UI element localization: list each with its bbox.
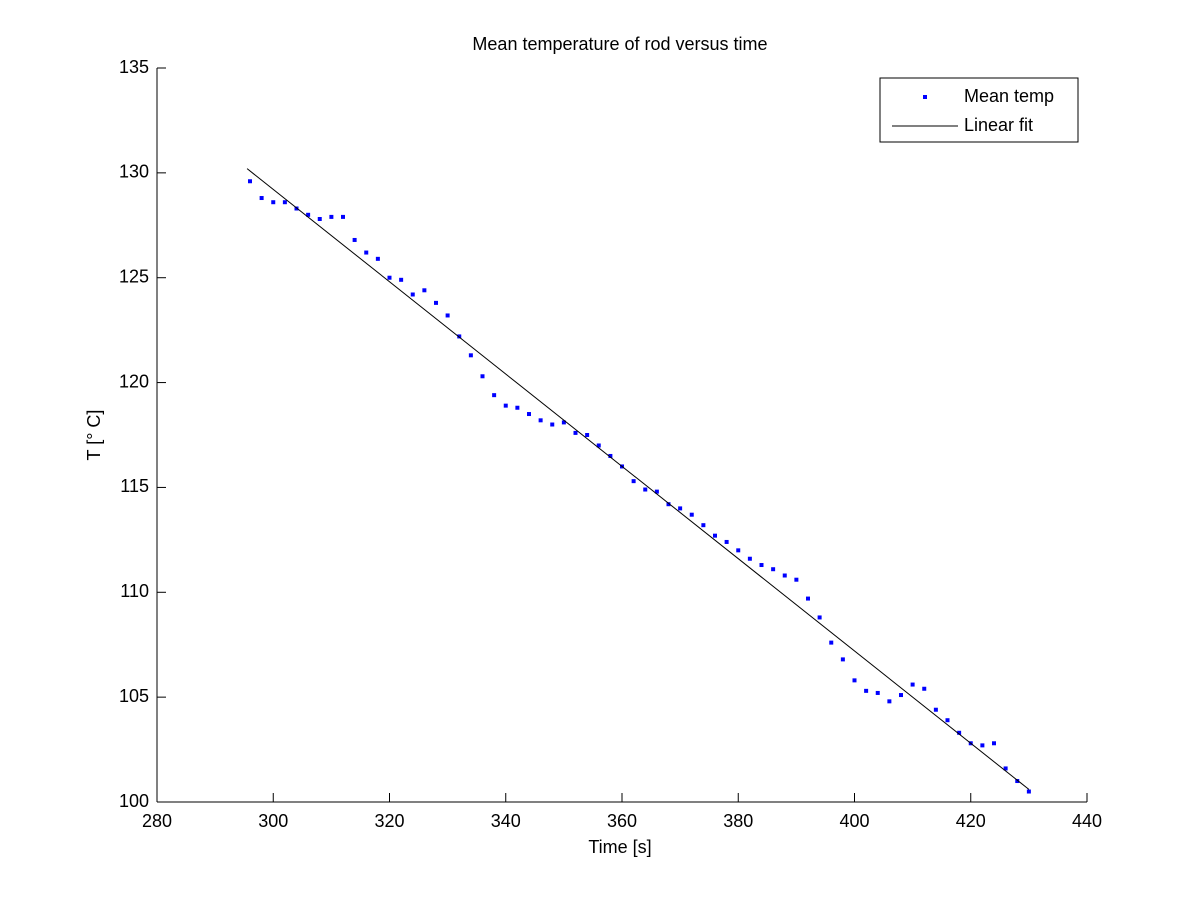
x-tick-label: 340 [491,811,521,831]
data-point [736,548,741,553]
legend-label: Mean temp [964,86,1054,106]
fit-line [246,168,1030,790]
y-tick-label: 125 [119,266,149,286]
data-point [329,214,334,219]
data-point [887,699,892,704]
data-point [933,707,938,712]
data-point [585,433,590,437]
legend-box [879,77,1079,143]
x-tick-label: 360 [607,811,637,831]
y-axis-label: T [° C] [84,410,104,461]
x-axis-label: Time [s] [588,837,651,857]
data-point [945,718,950,723]
data-point [317,216,322,221]
data-point [724,539,729,544]
y-tick-label: 130 [119,162,149,182]
data-point [957,730,962,735]
data-point [550,422,555,427]
data-point [352,237,357,242]
data-point [492,393,497,398]
data-point [1015,779,1020,784]
data-point [701,523,706,528]
data-point [538,418,543,423]
data-point [282,200,287,205]
data-point [410,292,415,297]
data-point [306,212,311,217]
data-point [678,506,683,511]
data-point [1026,789,1031,794]
data-point [259,196,264,201]
y-tick-label: 120 [119,371,149,391]
data-point [608,453,613,458]
data-point [375,256,380,261]
chart-title: Mean temperature of rod versus time [472,34,767,54]
data-point [689,512,694,517]
data-point [468,353,473,358]
data-point [840,657,845,662]
data-point [782,573,787,578]
data-point [1003,766,1008,771]
legend-marker [923,95,927,99]
data-point [980,743,985,748]
x-tick-label: 380 [723,811,753,831]
data-point [527,412,531,417]
data-point [387,275,392,280]
y-tick-label: 100 [119,791,149,811]
data-point [922,686,927,691]
x-tick-label: 440 [1072,811,1102,831]
y-tick-label: 135 [119,57,149,77]
y-tick-label: 105 [119,686,149,706]
data-point [561,420,566,425]
data-point [643,487,648,492]
data-point [829,640,834,645]
data-point [910,682,915,687]
x-tick-label: 320 [374,811,404,831]
data-point [248,179,252,184]
x-tick-label: 420 [956,811,986,831]
y-tick-label: 115 [120,476,149,496]
data-point [864,688,869,693]
x-tick-label: 280 [142,811,172,831]
data-point [852,678,857,683]
data-point [654,489,659,494]
data-point [899,693,903,698]
data-point [631,479,636,484]
data-point [434,300,438,305]
data-point [771,567,776,572]
data-point [271,200,276,205]
data-point [713,533,717,538]
data-point [875,690,880,695]
data-point [666,502,671,507]
data-point [457,334,462,339]
data-point [364,250,369,255]
data-point [596,443,601,448]
data-point [399,277,404,282]
x-tick-label: 300 [258,811,288,831]
legend-label: Linear fit [964,115,1033,135]
data-point [817,615,822,620]
data-point [794,577,799,582]
data-point [747,556,752,561]
data-point [445,313,450,318]
data-point [480,374,485,379]
data-point [573,430,578,435]
data-point [422,288,427,293]
data-point [992,741,996,746]
data-point [341,214,345,219]
data-point [503,403,508,408]
data-point [515,405,520,410]
y-tick-label: 110 [120,581,149,601]
data-point [759,563,764,568]
data-point [806,596,810,601]
x-tick-label: 400 [839,811,869,831]
